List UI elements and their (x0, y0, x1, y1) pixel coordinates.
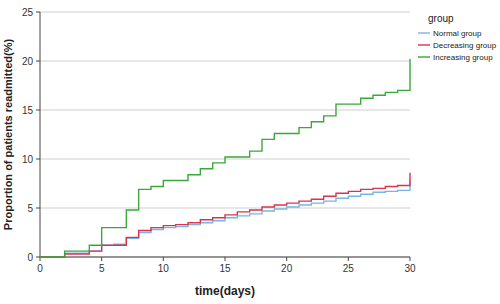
y-tick-label: 20 (22, 56, 34, 67)
x-tick (163, 257, 164, 261)
y-tick-label: 5 (27, 203, 33, 214)
legend-swatch (418, 32, 430, 33)
legend-swatch (418, 56, 430, 57)
y-tick (36, 208, 40, 209)
legend-label: Decreasing group (433, 41, 497, 50)
x-tick (225, 257, 226, 261)
y-tick-label: 25 (22, 7, 34, 18)
y-axis-label: Proportion of patients readmitted(%) (2, 39, 14, 231)
x-tick-label: 20 (281, 263, 293, 274)
legend-label: Normal group (433, 29, 482, 38)
y-tick-label: 0 (27, 252, 33, 263)
step-line (40, 173, 410, 257)
x-tick (410, 257, 411, 261)
y-tick (36, 12, 40, 13)
x-axis-label: time(days) (195, 284, 255, 298)
grid-line (40, 257, 410, 258)
y-tick (36, 257, 40, 258)
x-tick (101, 257, 102, 261)
grid-line (40, 61, 410, 62)
y-tick-label: 10 (22, 154, 34, 165)
step-line (40, 59, 410, 257)
x-tick-label: 15 (219, 263, 231, 274)
plot-area (40, 59, 410, 257)
legend-label: Increasing group (433, 53, 493, 62)
x-tick (348, 257, 349, 261)
x-tick-label: 25 (343, 263, 355, 274)
x-tick-label: 5 (99, 263, 105, 274)
grid-line (40, 110, 410, 111)
x-tick-label: 0 (37, 263, 43, 274)
x-axis (40, 257, 410, 258)
y-tick-label: 15 (22, 105, 34, 116)
legend-swatch (418, 44, 430, 45)
y-tick (36, 110, 40, 111)
legend-title: group (428, 13, 454, 24)
x-tick (286, 257, 287, 261)
y-tick (36, 159, 40, 160)
y-axis (40, 12, 41, 257)
x-tick-label: 30 (404, 263, 416, 274)
grid-line (40, 12, 410, 13)
x-tick-label: 10 (158, 263, 170, 274)
grid-line (40, 208, 410, 209)
chart: 0 5 10 15 20 25 0 5 10 15 20 25 30 time(days) Proporti… (0, 0, 500, 304)
y-tick (36, 61, 40, 62)
